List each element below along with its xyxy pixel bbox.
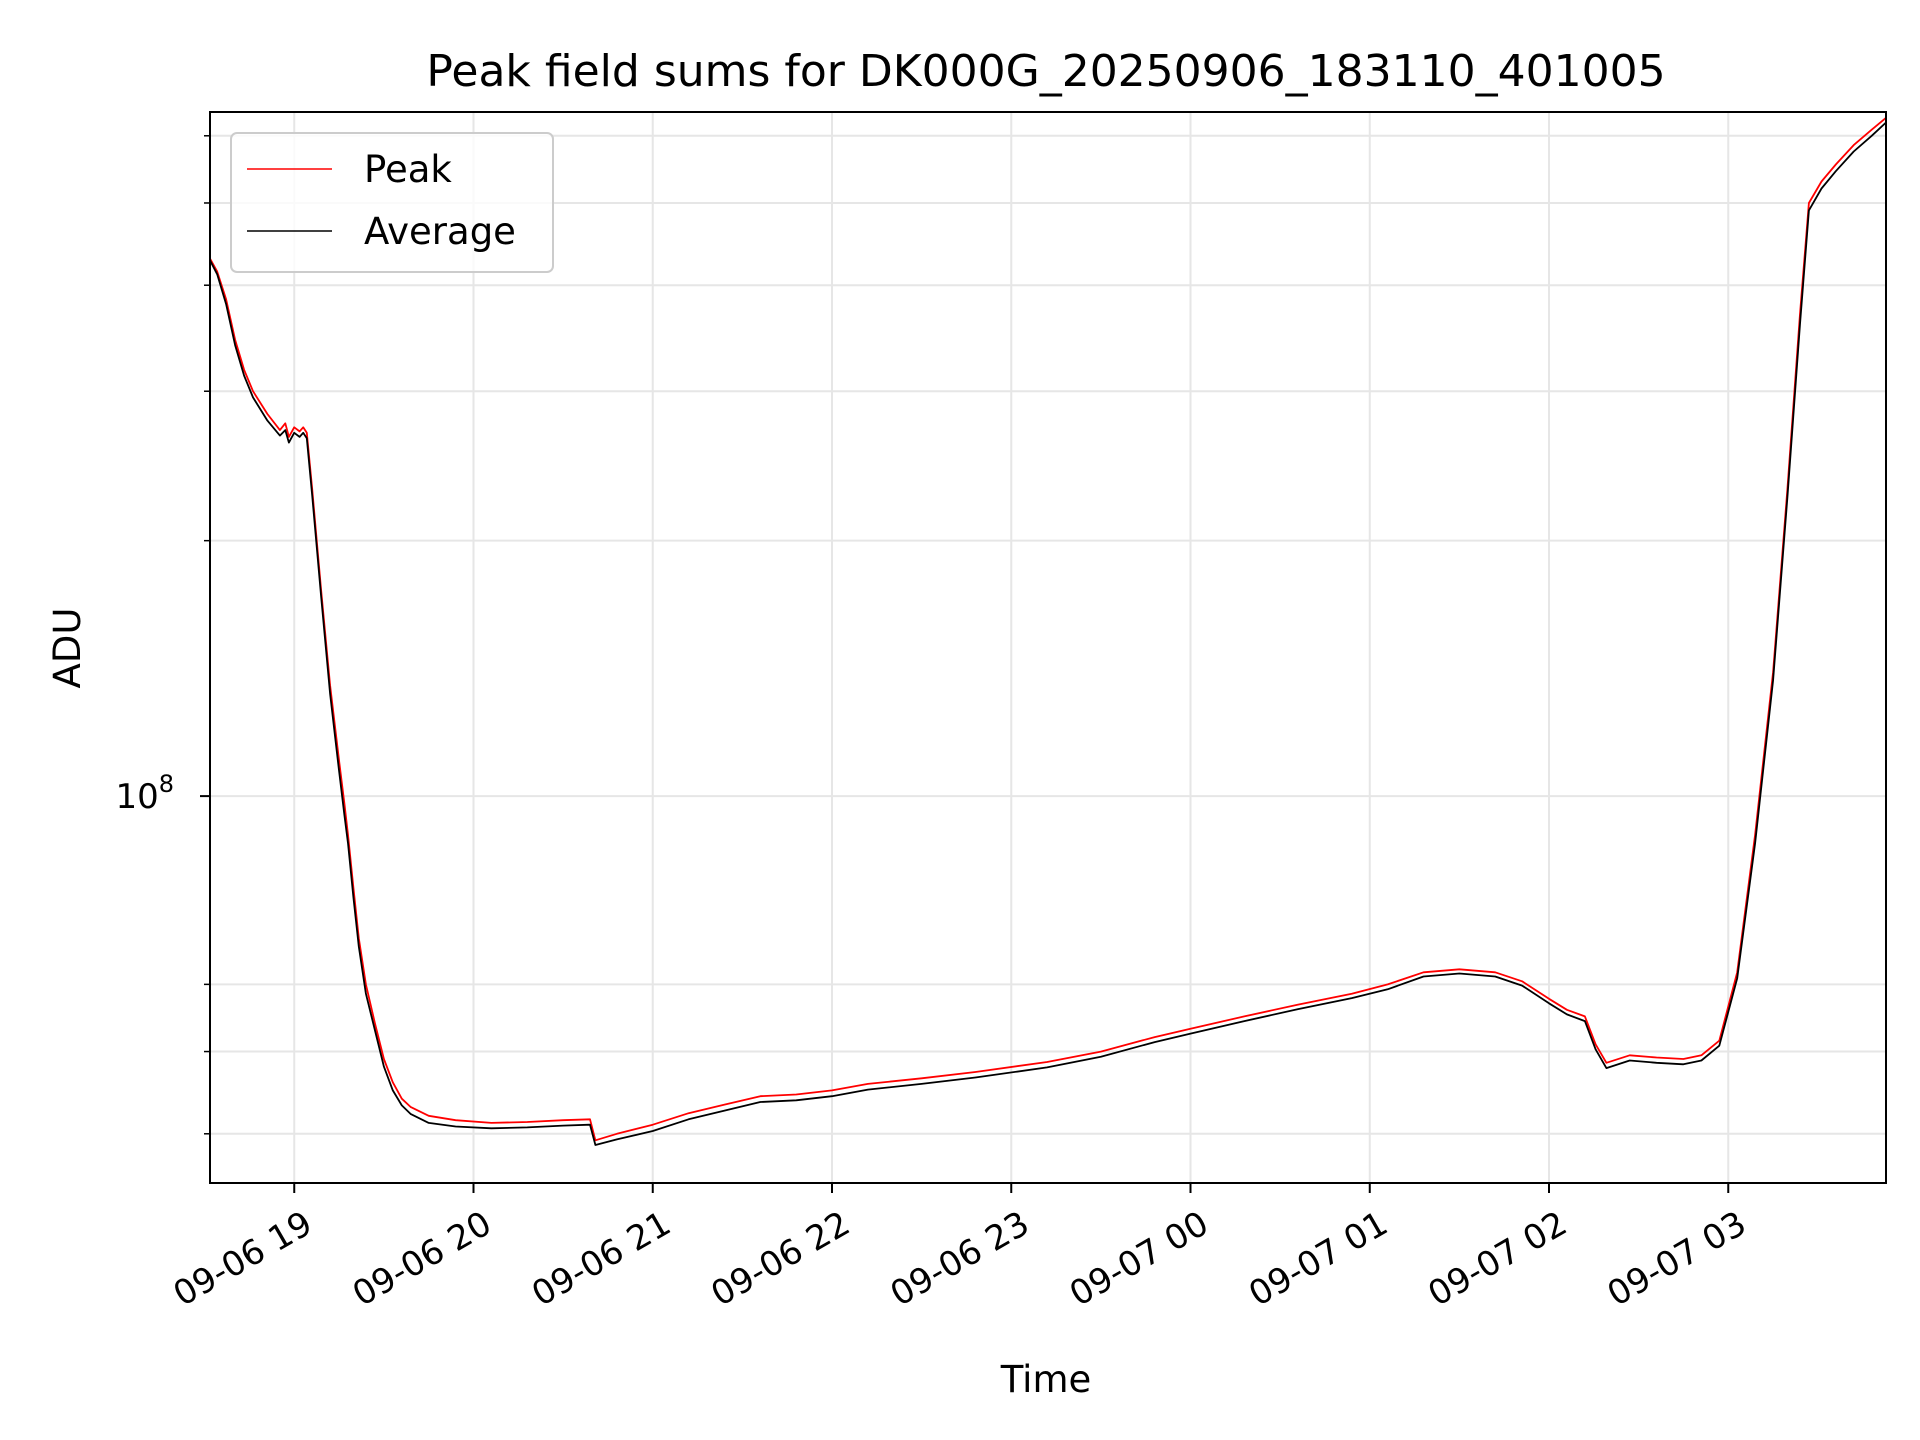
legend-label-average: Average xyxy=(364,210,516,253)
series-line-peak xyxy=(209,117,1887,1142)
grid-lines xyxy=(210,112,1886,1183)
legend: Peak Average xyxy=(230,132,554,273)
y-tick-label: 108 xyxy=(115,770,174,817)
legend-box xyxy=(230,132,554,273)
series-line-average xyxy=(209,121,1887,1146)
chart-title: Peak field sums for DK000G_20250906_1831… xyxy=(426,46,1665,97)
series-lines xyxy=(209,117,1887,1146)
plot-area-frame xyxy=(209,111,1887,1184)
legend-label-peak: Peak xyxy=(364,148,452,191)
y-axis-label: ADU xyxy=(46,608,89,689)
x-axis-label: Time xyxy=(1000,1358,1092,1401)
